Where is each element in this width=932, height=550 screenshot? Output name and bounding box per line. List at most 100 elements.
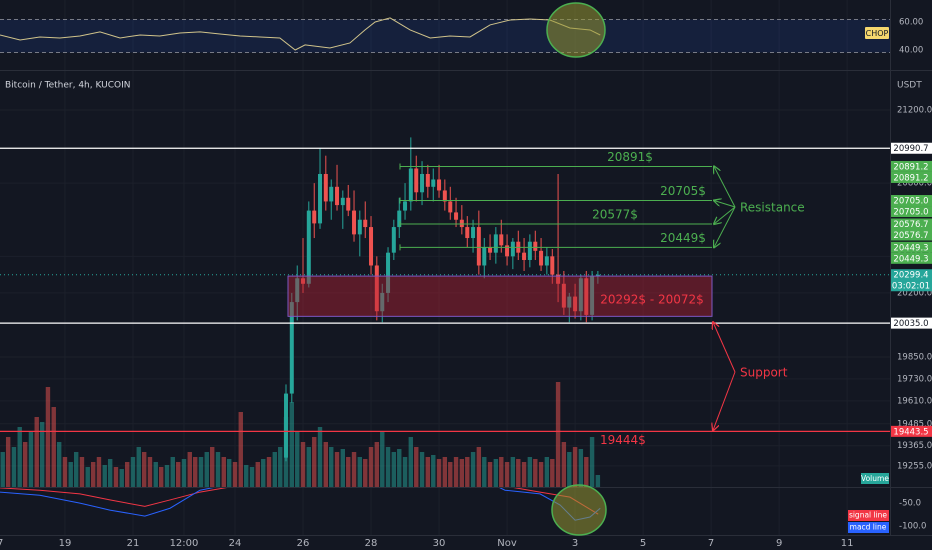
candle-body [442, 190, 447, 202]
volume-bar [136, 447, 141, 487]
resistance-title: Resistance [740, 201, 805, 215]
volume-bar [232, 462, 238, 487]
volume-bar [499, 457, 504, 487]
candle-body [471, 227, 476, 239]
x-tick-label: 19 [59, 538, 72, 549]
y-tick-label: 19730.0 [897, 374, 932, 384]
price-tag [891, 160, 932, 172]
volume-bar [56, 442, 62, 487]
x-tick-label: 5 [640, 538, 646, 549]
candle-body [386, 252, 391, 293]
chop-tick-label: 40.00 [899, 45, 923, 55]
candle-body [459, 219, 464, 228]
x-tick-label: Nov [497, 538, 517, 549]
candle-body [493, 234, 498, 253]
volume-bar [504, 462, 510, 487]
volume-bar [17, 427, 22, 487]
candle-body [556, 274, 561, 284]
price-tag [891, 206, 932, 218]
volume-bar [306, 447, 311, 487]
highlight-circle [546, 2, 606, 58]
x-tick-label: 3 [572, 538, 578, 549]
volume-bar [39, 422, 45, 487]
candle-body [329, 186, 334, 202]
volume-bar [130, 457, 136, 487]
candle-body [323, 173, 328, 202]
price-tag [891, 317, 932, 329]
candle-body [374, 265, 379, 312]
support-title: Support [740, 366, 788, 380]
volume-bar [527, 457, 533, 487]
volume-bar [170, 457, 175, 487]
candle-body [448, 201, 453, 213]
volume-bar [351, 452, 357, 487]
macd-tick-label: -100.0 [899, 522, 926, 532]
volume-bar [317, 427, 323, 487]
zone-label: 20292$ - 20072$ [600, 293, 704, 307]
candle-body [346, 197, 351, 211]
resistance-label: 20577$ [592, 208, 638, 222]
volume-bar [244, 465, 249, 487]
macd-legend-label: signal line [849, 511, 887, 520]
volume-bar [238, 412, 243, 487]
volume-bar [102, 465, 107, 487]
candle-body [437, 179, 442, 191]
candle-body [352, 210, 357, 235]
candle-body [533, 241, 538, 251]
volume-bar [374, 442, 380, 487]
volume-bar [368, 447, 374, 487]
volume-bar [261, 459, 266, 487]
y-tick-label: 19610.0 [897, 396, 932, 406]
candle-body [357, 219, 362, 235]
price-tag-label: 20449.3 [893, 243, 928, 253]
x-tick-label: 17 [0, 538, 3, 549]
candle-body [425, 173, 430, 187]
volume-bar [198, 457, 204, 487]
x-tick-label: 7 [708, 538, 714, 549]
price-tag-label: 20990.7 [893, 144, 928, 154]
price-tag [891, 425, 932, 437]
volume-bar [249, 467, 255, 487]
volume-bar [272, 452, 277, 487]
volume-bar [544, 457, 550, 487]
resistance-label: 20891$ [607, 150, 653, 164]
price-tag-label: 20705.0 [893, 208, 928, 218]
candle-body [312, 210, 317, 224]
volume-bar [431, 455, 436, 487]
candle-body [590, 276, 595, 315]
x-tick-label: 21 [127, 538, 140, 549]
candle-body [295, 278, 300, 303]
resistance-arrow [714, 166, 736, 208]
volume-bar [278, 447, 283, 487]
candle-body [567, 296, 572, 308]
candle-body [363, 219, 368, 228]
volume-label: Volume [861, 474, 889, 483]
volume-bar [425, 457, 431, 487]
volume-bar [107, 459, 113, 487]
macd-tick-label: -50.0 [899, 499, 921, 509]
volume-bar [28, 432, 34, 487]
resistance-arrow [714, 206, 736, 247]
volume-bar [357, 457, 363, 487]
macd-line [0, 488, 599, 515]
price-tag [891, 241, 932, 253]
volume-bar [210, 447, 215, 487]
volume-bar [113, 467, 119, 487]
candle-body [403, 201, 408, 211]
volume-bar [300, 442, 306, 487]
resistance-arrow [714, 201, 736, 208]
volume-bar [96, 457, 102, 487]
volume-bar [442, 457, 448, 487]
volume-bar [465, 457, 470, 487]
candle-body [431, 179, 436, 187]
volume-bar [312, 437, 317, 487]
candle-body [369, 227, 374, 266]
volume-bar [482, 457, 487, 487]
candle-body [465, 227, 470, 239]
candle-body [306, 210, 311, 284]
y-tick-label: 20200.0 [897, 288, 932, 298]
volume-bar [193, 457, 198, 487]
price-tag-label: 20035.0 [893, 319, 928, 329]
volume-bar [289, 402, 294, 487]
